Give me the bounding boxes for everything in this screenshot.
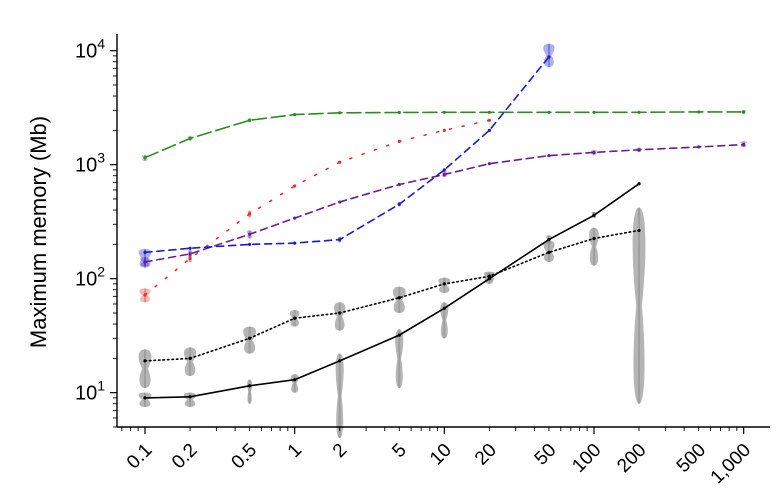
data-point: [637, 110, 641, 114]
point-layer: [143, 55, 746, 400]
data-point: [293, 241, 297, 245]
data-point: [547, 110, 551, 114]
data-point: [248, 384, 252, 388]
y-tick-label: 103: [75, 150, 105, 177]
data-point: [442, 110, 446, 114]
data-point: [442, 172, 446, 177]
data-point: [143, 156, 147, 160]
data-point: [248, 118, 252, 122]
line-layer: [144, 56, 745, 399]
data-point: [442, 128, 446, 132]
data-point: [742, 110, 746, 114]
data-point: [248, 232, 252, 236]
series-line: [144, 143, 745, 263]
data-point: [188, 252, 192, 256]
data-point: [188, 395, 192, 399]
data-point: [487, 162, 491, 166]
series-line: [144, 183, 640, 399]
data-point: [248, 212, 252, 216]
data-point: [248, 336, 252, 340]
x-tick-label: 0.5: [228, 440, 262, 474]
x-tick-label: 50: [531, 440, 561, 470]
data-point: [442, 168, 446, 172]
data-point: [696, 110, 701, 114]
data-point: [293, 184, 297, 188]
data-point: [487, 274, 491, 278]
y-tick-label: 104: [75, 36, 105, 63]
data-point: [293, 216, 297, 220]
series-line: [144, 56, 550, 254]
data-point: [338, 160, 342, 164]
data-point: [397, 333, 401, 337]
x-tick-label: 20: [471, 440, 501, 470]
data-point: [338, 311, 342, 315]
axes: [116, 34, 770, 428]
data-point: [188, 256, 192, 261]
data-point: [397, 139, 401, 143]
data-point: [143, 359, 147, 363]
x-tick-label: 200: [613, 440, 650, 477]
data-point: [547, 250, 551, 255]
data-point: [592, 236, 596, 241]
x-tick-label: 100: [568, 440, 605, 477]
data-point: [188, 356, 192, 360]
x-tick-label: 1: [284, 440, 306, 462]
series-line: [144, 229, 640, 362]
data-point: [338, 359, 342, 363]
data-point: [293, 316, 297, 320]
data-point: [338, 111, 342, 115]
x-tick-label: 1,000: [707, 440, 755, 488]
data-point: [143, 396, 147, 400]
data-point: [547, 238, 551, 242]
data-point: [487, 118, 491, 122]
x-tick-label: 5: [388, 440, 410, 462]
y-ticks: 101 102 103 104: [75, 36, 117, 428]
data-point: [397, 182, 401, 187]
data-point: [338, 200, 342, 204]
y-axis-label: Maximum memory (Mb): [26, 116, 51, 348]
data-point: [592, 150, 596, 155]
data-point: [188, 246, 192, 250]
x-tick-label: 10: [426, 440, 456, 470]
data-point: [487, 277, 491, 281]
y-tick-label: 102: [75, 264, 105, 291]
x-tick-label: 500: [673, 440, 710, 477]
data-point: [637, 182, 641, 186]
data-point: [293, 378, 297, 382]
data-point: [637, 228, 641, 233]
data-point: [338, 238, 342, 242]
data-point: [547, 55, 551, 59]
data-point: [143, 293, 147, 297]
data-point: [143, 260, 147, 264]
data-point: [397, 296, 401, 300]
data-point: [397, 110, 401, 115]
series-line: [144, 111, 745, 159]
data-point: [293, 112, 297, 117]
data-point: [696, 145, 701, 149]
series-line: [144, 119, 491, 296]
y-tick-label: 101: [75, 378, 105, 405]
x-tick-label: 2: [329, 440, 351, 462]
data-point: [487, 110, 491, 114]
x-tick-label: 0.2: [168, 440, 202, 474]
violin-shape: [138, 249, 152, 268]
data-point: [547, 154, 551, 158]
data-point: [143, 250, 147, 255]
data-point: [592, 213, 596, 217]
data-point: [397, 202, 401, 206]
data-point: [188, 136, 192, 140]
data-point: [487, 128, 491, 132]
x-tick-label: 0.1: [123, 440, 157, 474]
data-point: [248, 242, 252, 246]
data-point: [742, 142, 746, 147]
data-point: [442, 306, 446, 310]
data-point: [442, 282, 446, 286]
data-point: [637, 148, 641, 152]
data-point: [592, 110, 596, 114]
